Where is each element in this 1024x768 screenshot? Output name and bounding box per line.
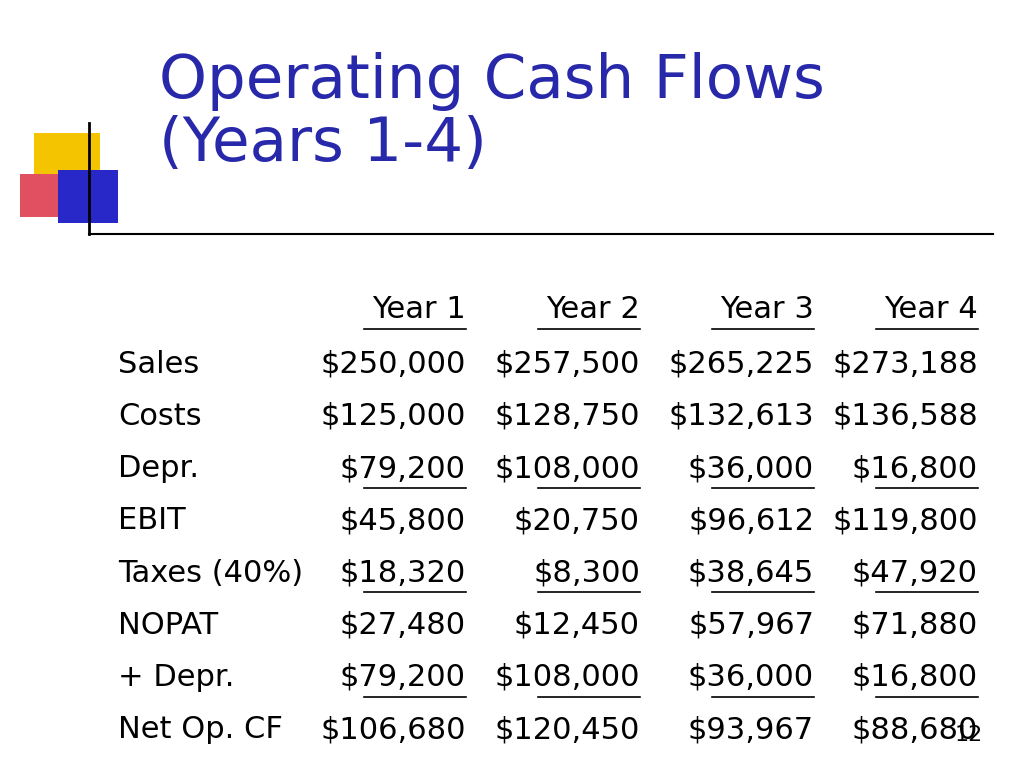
Text: $16,800: $16,800 [852,454,978,483]
Text: 12: 12 [954,725,983,745]
Text: $38,645: $38,645 [688,558,814,588]
Text: EBIT: EBIT [118,506,185,535]
Text: Year 1: Year 1 [372,295,466,324]
Text: $273,188: $273,188 [833,349,978,379]
Text: (Years 1-4): (Years 1-4) [159,114,486,174]
Text: $125,000: $125,000 [321,402,466,431]
Text: $79,200: $79,200 [340,663,466,692]
Text: $36,000: $36,000 [688,454,814,483]
Text: $45,800: $45,800 [340,506,466,535]
Text: $27,480: $27,480 [340,611,466,640]
Text: + Depr.: + Depr. [118,663,234,692]
Text: $57,967: $57,967 [688,611,814,640]
Text: $128,750: $128,750 [495,402,640,431]
Text: $119,800: $119,800 [833,506,978,535]
Text: Taxes (40%): Taxes (40%) [118,558,303,588]
Text: $20,750: $20,750 [514,506,640,535]
Text: $108,000: $108,000 [495,663,640,692]
Text: Costs: Costs [118,402,202,431]
Text: NOPAT: NOPAT [118,611,218,640]
Text: $71,880: $71,880 [852,611,978,640]
Text: Net Op. CF: Net Op. CF [118,715,283,744]
Text: Year 2: Year 2 [546,295,640,324]
Text: Depr.: Depr. [118,454,199,483]
Text: $47,920: $47,920 [852,558,978,588]
Text: $136,588: $136,588 [833,402,978,431]
Text: Year 3: Year 3 [720,295,814,324]
Text: $257,500: $257,500 [495,349,640,379]
Text: Year 4: Year 4 [884,295,978,324]
Text: $12,450: $12,450 [514,611,640,640]
Text: $79,200: $79,200 [340,454,466,483]
Text: $106,680: $106,680 [321,715,466,744]
Text: $120,450: $120,450 [495,715,640,744]
Text: $8,300: $8,300 [534,558,640,588]
Text: $36,000: $36,000 [688,663,814,692]
Text: $18,320: $18,320 [340,558,466,588]
Text: $88,680: $88,680 [852,715,978,744]
Text: $132,613: $132,613 [669,402,814,431]
Text: $265,225: $265,225 [669,349,814,379]
Text: $16,800: $16,800 [852,663,978,692]
Text: $93,967: $93,967 [688,715,814,744]
Text: $108,000: $108,000 [495,454,640,483]
Text: $96,612: $96,612 [688,506,814,535]
Text: Operating Cash Flows: Operating Cash Flows [159,52,824,111]
Text: Sales: Sales [118,349,199,379]
Text: $250,000: $250,000 [321,349,466,379]
